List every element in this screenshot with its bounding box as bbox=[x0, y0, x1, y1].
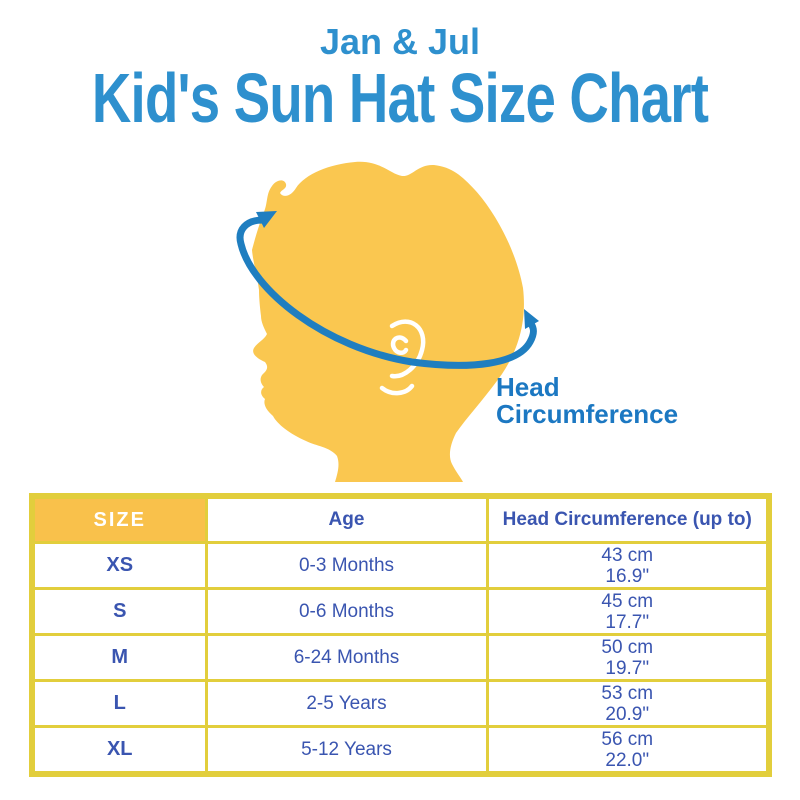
age-value: 5-12 Years bbox=[204, 725, 489, 776]
header-circumference: Head Circumference (up to) bbox=[485, 494, 771, 544]
circumference-cm: 50 cm bbox=[601, 636, 654, 658]
circumference-value: 45 cm 17.7" bbox=[485, 587, 771, 636]
head-circumference-label: Head Circumference bbox=[496, 374, 678, 428]
ear-icon bbox=[379, 319, 426, 396]
child-head-silhouette bbox=[252, 161, 524, 482]
table-row: S 0-6 Months 45 cm 17.7" bbox=[30, 587, 771, 636]
age-value: 0-6 Months bbox=[204, 587, 489, 636]
age-value: 2-5 Years bbox=[204, 679, 489, 728]
page-title: Kid's Sun Hat Size Chart bbox=[91, 59, 709, 137]
size-table: SIZE Age Head Circumference (up to) XS 0… bbox=[29, 493, 772, 777]
circumference-in: 22.0" bbox=[605, 749, 650, 771]
head-illustration-svg bbox=[236, 161, 539, 482]
table-header-row: SIZE Age Head Circumference (up to) bbox=[30, 494, 771, 544]
circumference-in: 19.7" bbox=[605, 657, 650, 679]
size-value: S bbox=[30, 587, 208, 636]
table-row: L 2-5 Years 53 cm 20.9" bbox=[30, 679, 771, 728]
circumference-in: 20.9" bbox=[605, 703, 650, 725]
table-row: XS 0-3 Months 43 cm 16.9" bbox=[30, 541, 771, 590]
size-value: L bbox=[30, 679, 208, 728]
brand-title: Jan & Jul bbox=[319, 21, 481, 62]
header-size: SIZE bbox=[30, 494, 208, 544]
head-circumference-arrow-icon bbox=[236, 211, 539, 369]
circumference-cm: 43 cm bbox=[601, 544, 654, 566]
arrowhead-left bbox=[256, 211, 277, 228]
head-illustration bbox=[180, 150, 580, 495]
age-value: 0-3 Months bbox=[204, 541, 489, 590]
circumference-cm: 56 cm bbox=[601, 728, 654, 750]
circumference-value: 43 cm 16.9" bbox=[485, 541, 771, 590]
circumference-cm: 45 cm bbox=[601, 590, 654, 612]
circumference-in: 17.7" bbox=[605, 611, 650, 633]
arrowhead-right bbox=[524, 309, 539, 329]
head-circumference-label-line1: Head bbox=[496, 372, 560, 402]
size-value: XS bbox=[30, 541, 208, 590]
circumference-cm: 53 cm bbox=[601, 682, 654, 704]
header-age: Age bbox=[204, 494, 489, 544]
table-row: M 6-24 Months 50 cm 19.7" bbox=[30, 633, 771, 682]
circumference-value: 50 cm 19.7" bbox=[485, 633, 771, 682]
table-row: XL 5-12 Years 56 cm 22.0" bbox=[30, 725, 771, 776]
age-value: 6-24 Months bbox=[204, 633, 489, 682]
head-circumference-label-line2: Circumference bbox=[496, 399, 679, 429]
circumference-value: 53 cm 20.9" bbox=[485, 679, 771, 728]
size-value: XL bbox=[30, 725, 208, 776]
size-value: M bbox=[30, 633, 208, 682]
circumference-in: 16.9" bbox=[605, 565, 650, 587]
circumference-value: 56 cm 22.0" bbox=[485, 725, 771, 776]
